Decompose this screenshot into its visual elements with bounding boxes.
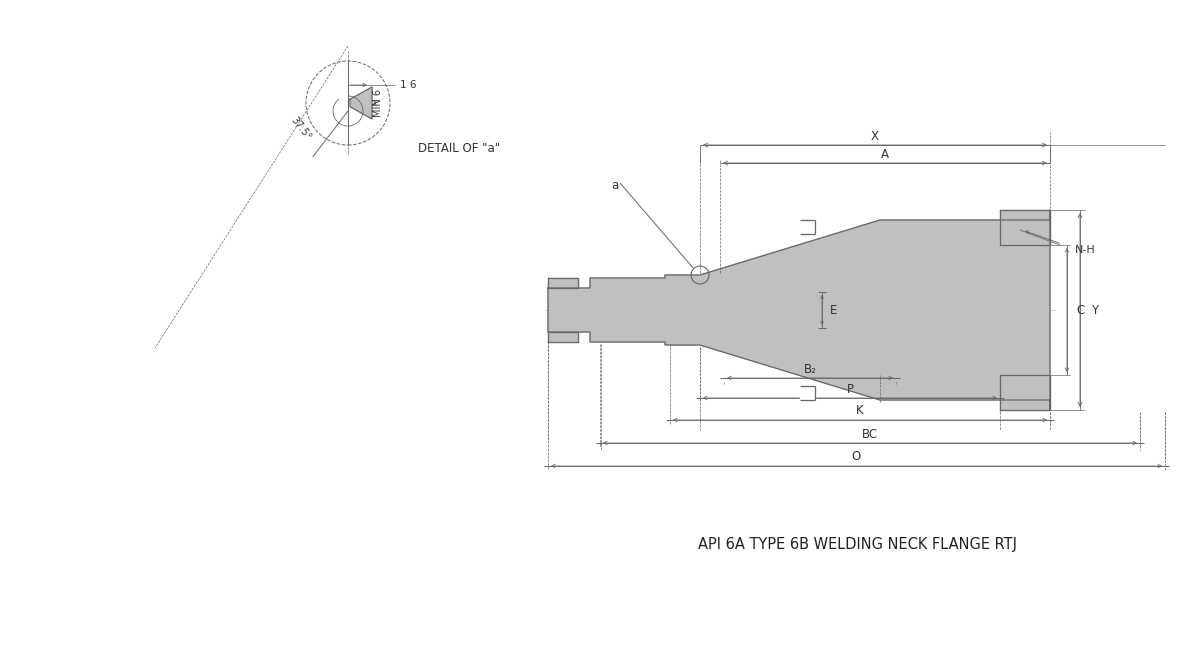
Polygon shape bbox=[548, 278, 578, 288]
Text: BC: BC bbox=[862, 428, 878, 441]
Text: DETAIL OF "a": DETAIL OF "a" bbox=[418, 141, 500, 154]
Polygon shape bbox=[800, 386, 815, 400]
Text: C: C bbox=[1076, 304, 1085, 317]
Text: X: X bbox=[871, 129, 878, 143]
Polygon shape bbox=[350, 87, 372, 119]
Text: a: a bbox=[611, 178, 619, 191]
Text: N-H: N-H bbox=[1075, 245, 1096, 255]
Text: O: O bbox=[852, 450, 862, 463]
Polygon shape bbox=[548, 332, 578, 342]
Text: E: E bbox=[830, 304, 838, 317]
Polygon shape bbox=[548, 210, 1050, 410]
Polygon shape bbox=[800, 220, 815, 234]
Text: K: K bbox=[856, 404, 864, 417]
Polygon shape bbox=[1000, 210, 1050, 245]
Polygon shape bbox=[1000, 375, 1050, 410]
Text: B₂: B₂ bbox=[804, 362, 816, 375]
Text: 37.5°: 37.5° bbox=[289, 116, 313, 143]
Text: Y: Y bbox=[1091, 304, 1098, 317]
Text: API 6A TYPE 6B WELDING NECK FLANGE RTJ: API 6A TYPE 6B WELDING NECK FLANGE RTJ bbox=[698, 537, 1018, 552]
Text: P: P bbox=[846, 382, 853, 395]
Text: A: A bbox=[881, 147, 889, 160]
Text: 1 6: 1 6 bbox=[400, 80, 416, 90]
Text: MIN 6: MIN 6 bbox=[373, 89, 383, 117]
